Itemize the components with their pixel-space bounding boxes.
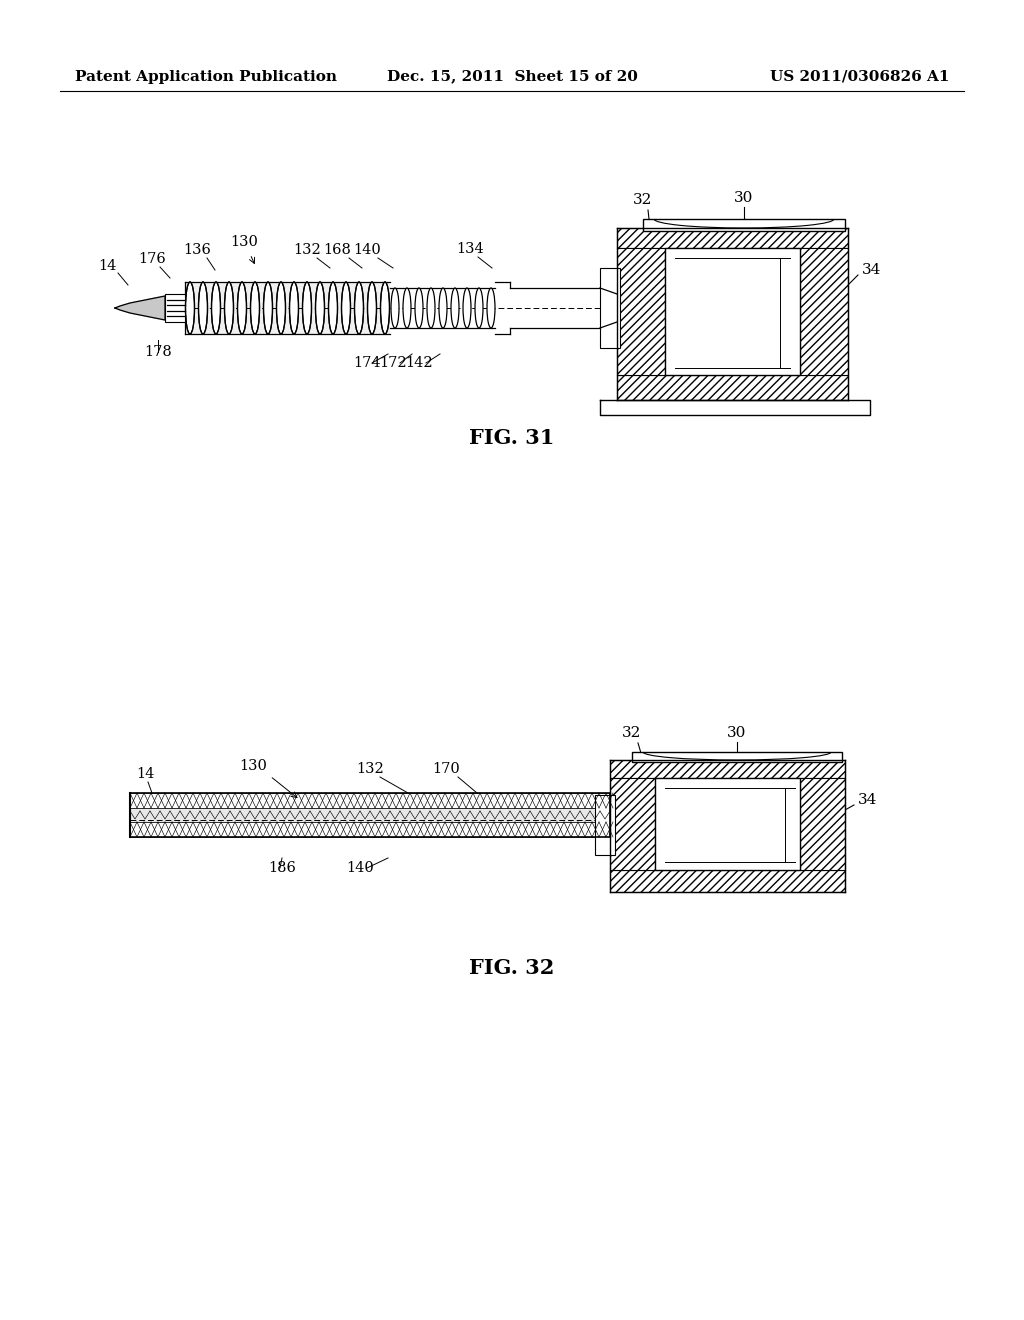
Bar xyxy=(617,375,848,400)
Ellipse shape xyxy=(302,282,311,334)
Text: 176: 176 xyxy=(138,252,166,267)
Ellipse shape xyxy=(290,282,299,334)
Ellipse shape xyxy=(381,282,389,334)
Ellipse shape xyxy=(238,282,247,334)
Ellipse shape xyxy=(263,282,272,334)
Text: 134: 134 xyxy=(456,242,484,256)
Text: 30: 30 xyxy=(734,191,754,205)
Bar xyxy=(643,219,845,231)
Ellipse shape xyxy=(276,282,286,334)
Text: 142: 142 xyxy=(406,356,433,370)
Text: 32: 32 xyxy=(623,726,642,741)
Bar xyxy=(610,870,845,892)
Text: 30: 30 xyxy=(727,726,746,741)
Text: Dec. 15, 2011  Sheet 15 of 20: Dec. 15, 2011 Sheet 15 of 20 xyxy=(387,70,637,83)
Bar xyxy=(130,793,610,837)
Text: 14: 14 xyxy=(136,767,155,781)
Ellipse shape xyxy=(199,282,208,334)
Bar xyxy=(185,282,390,334)
Bar xyxy=(632,752,842,762)
Ellipse shape xyxy=(185,282,195,334)
Text: 130: 130 xyxy=(230,235,258,249)
Text: FIG. 32: FIG. 32 xyxy=(469,958,555,978)
Bar xyxy=(800,248,848,375)
Bar xyxy=(800,777,845,870)
Bar xyxy=(617,248,665,375)
Ellipse shape xyxy=(251,282,259,334)
Text: 130: 130 xyxy=(239,759,267,774)
Text: US 2011/0306826 A1: US 2011/0306826 A1 xyxy=(770,70,950,83)
Ellipse shape xyxy=(341,282,350,334)
Ellipse shape xyxy=(487,288,495,327)
Ellipse shape xyxy=(463,288,471,327)
Text: 14: 14 xyxy=(98,259,116,273)
Bar xyxy=(600,268,620,348)
Polygon shape xyxy=(115,296,165,319)
Ellipse shape xyxy=(224,282,233,334)
Bar xyxy=(665,248,800,375)
Ellipse shape xyxy=(329,282,338,334)
Bar xyxy=(655,777,800,870)
Text: 172: 172 xyxy=(379,356,407,370)
Text: 140: 140 xyxy=(353,243,381,257)
Text: 34: 34 xyxy=(862,263,882,277)
Ellipse shape xyxy=(315,282,325,334)
Text: 140: 140 xyxy=(346,861,374,875)
Bar xyxy=(165,294,185,322)
Text: 178: 178 xyxy=(144,345,172,359)
Ellipse shape xyxy=(439,288,447,327)
Bar xyxy=(130,822,610,837)
Text: 132: 132 xyxy=(356,762,384,776)
Ellipse shape xyxy=(391,288,399,327)
Text: 32: 32 xyxy=(633,193,652,207)
Text: 132: 132 xyxy=(293,243,321,257)
Ellipse shape xyxy=(354,282,364,334)
Text: 168: 168 xyxy=(323,243,351,257)
Bar xyxy=(595,795,615,855)
Bar xyxy=(610,777,655,870)
Ellipse shape xyxy=(212,282,220,334)
Ellipse shape xyxy=(403,288,411,327)
Ellipse shape xyxy=(475,288,483,327)
Text: 34: 34 xyxy=(858,793,878,807)
Bar xyxy=(130,793,610,808)
Polygon shape xyxy=(600,400,870,414)
Text: FIG. 31: FIG. 31 xyxy=(469,428,555,447)
Bar xyxy=(610,760,845,777)
Bar xyxy=(617,228,848,248)
Ellipse shape xyxy=(427,288,435,327)
Text: Patent Application Publication: Patent Application Publication xyxy=(75,70,337,83)
Text: 174: 174 xyxy=(353,356,381,370)
Bar xyxy=(130,808,610,822)
Ellipse shape xyxy=(368,282,377,334)
Text: 170: 170 xyxy=(432,762,460,776)
Text: 186: 186 xyxy=(268,861,296,875)
Text: 136: 136 xyxy=(183,243,211,257)
Ellipse shape xyxy=(451,288,459,327)
Ellipse shape xyxy=(415,288,423,327)
